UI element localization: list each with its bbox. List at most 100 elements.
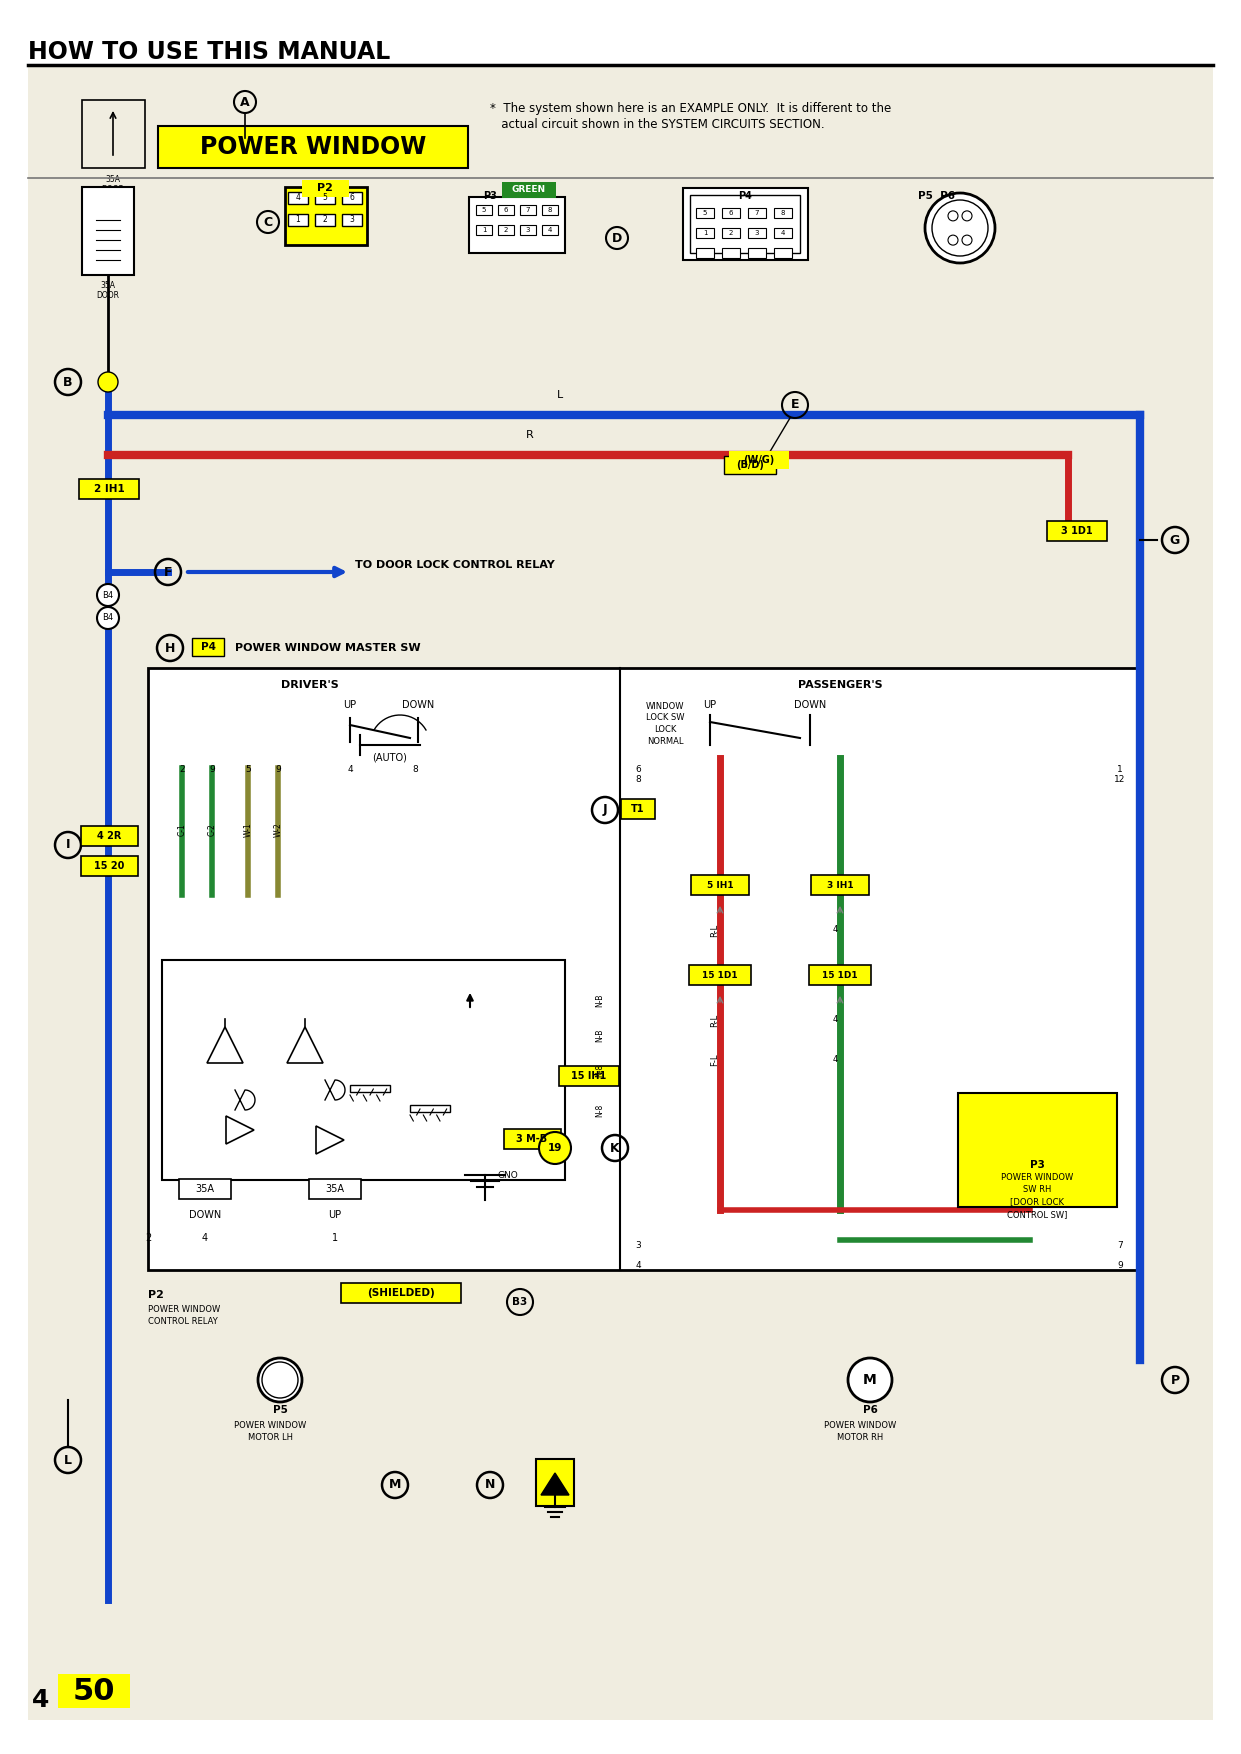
Text: 1: 1	[295, 216, 300, 225]
Text: 19: 19	[547, 1144, 562, 1152]
Circle shape	[962, 235, 972, 246]
Text: 2 IH1: 2 IH1	[93, 484, 124, 495]
Text: W: W	[272, 1373, 288, 1387]
Text: 15 20: 15 20	[94, 861, 124, 872]
Text: 35A: 35A	[196, 1184, 215, 1194]
Text: (AUTO): (AUTO)	[372, 752, 407, 763]
Text: I: I	[66, 838, 71, 851]
Bar	[469, 196, 565, 253]
Text: L: L	[65, 1454, 72, 1466]
Text: 6: 6	[504, 207, 509, 212]
Bar	[82, 188, 134, 275]
Bar	[696, 209, 714, 217]
Text: 9: 9	[276, 765, 280, 775]
Bar	[542, 225, 558, 235]
Bar	[722, 247, 740, 258]
Text: D: D	[612, 232, 622, 244]
Text: M: M	[388, 1479, 401, 1491]
Text: WINDOW
LOCK SW: WINDOW LOCK SW	[645, 702, 684, 723]
FancyBboxPatch shape	[503, 182, 556, 198]
Bar	[82, 100, 145, 168]
Bar	[477, 225, 491, 235]
Text: 7: 7	[526, 207, 530, 212]
Text: UP: UP	[329, 1210, 341, 1221]
FancyBboxPatch shape	[691, 875, 750, 895]
Circle shape	[97, 584, 119, 605]
Bar	[774, 209, 792, 217]
Text: N-8: N-8	[596, 1063, 604, 1077]
Text: P4: P4	[738, 191, 752, 202]
Bar	[696, 247, 714, 258]
Text: K: K	[611, 1142, 619, 1154]
FancyBboxPatch shape	[192, 638, 223, 656]
Text: 2: 2	[504, 226, 508, 233]
Text: DOOR: DOOR	[97, 291, 119, 300]
Text: 6: 6	[728, 210, 733, 216]
Text: PASSENGER'S: PASSENGER'S	[798, 681, 882, 689]
Text: 8: 8	[635, 775, 640, 784]
Text: 4: 4	[833, 926, 838, 935]
Text: (B/D): (B/D)	[736, 460, 764, 470]
Text: 35A
DOOR: 35A DOOR	[102, 175, 124, 195]
Circle shape	[98, 372, 118, 391]
Text: 35A: 35A	[101, 281, 115, 289]
Text: E: E	[791, 398, 799, 412]
Bar	[748, 228, 766, 239]
Text: MOTOR LH: MOTOR LH	[247, 1433, 293, 1442]
Text: P6: P6	[862, 1405, 877, 1415]
Text: P4: P4	[201, 642, 216, 652]
Text: 6: 6	[635, 765, 640, 775]
Circle shape	[258, 1358, 302, 1401]
Text: 9: 9	[210, 765, 215, 775]
Circle shape	[948, 235, 958, 246]
Bar	[748, 247, 766, 258]
Text: 15 1D1: 15 1D1	[702, 970, 738, 979]
Text: P5  P6: P5 P6	[918, 191, 956, 202]
Text: 5: 5	[246, 765, 251, 775]
Text: 4: 4	[833, 1016, 838, 1024]
Text: 1: 1	[702, 230, 707, 237]
Text: 8: 8	[412, 765, 418, 775]
Text: C-2: C-2	[207, 824, 216, 837]
FancyBboxPatch shape	[1047, 521, 1107, 540]
Bar	[288, 191, 308, 203]
Text: 5: 5	[323, 193, 328, 202]
Text: GREEN: GREEN	[513, 186, 546, 195]
Text: H: H	[165, 642, 175, 654]
Text: GNO: GNO	[496, 1170, 517, 1179]
Circle shape	[848, 1358, 892, 1401]
Text: CONTROL RELAY: CONTROL RELAY	[148, 1317, 217, 1326]
Text: 6: 6	[350, 193, 355, 202]
FancyBboxPatch shape	[812, 875, 869, 895]
Text: 7: 7	[755, 210, 759, 216]
Bar	[542, 205, 558, 216]
Text: P2: P2	[148, 1289, 164, 1300]
Text: R-L: R-L	[711, 1014, 720, 1026]
Bar	[163, 959, 565, 1180]
Text: DOWN: DOWN	[402, 700, 434, 710]
Text: B4: B4	[103, 591, 114, 600]
Text: 50: 50	[73, 1677, 115, 1705]
Text: 3 IH1: 3 IH1	[827, 881, 854, 889]
FancyBboxPatch shape	[809, 965, 871, 986]
Text: POWER WINDOW: POWER WINDOW	[148, 1305, 220, 1314]
Text: P3: P3	[483, 191, 496, 202]
Bar	[148, 668, 1138, 1270]
Text: P5: P5	[273, 1405, 288, 1415]
Text: 4: 4	[635, 1261, 640, 1270]
Text: 4: 4	[833, 1056, 838, 1065]
Polygon shape	[541, 1473, 570, 1494]
Text: P: P	[1170, 1373, 1179, 1386]
Text: 3: 3	[350, 216, 355, 225]
Text: J: J	[603, 803, 607, 817]
Text: 4: 4	[32, 1687, 50, 1712]
Text: R-L: R-L	[711, 923, 720, 937]
Text: 4: 4	[781, 230, 786, 237]
FancyBboxPatch shape	[79, 479, 139, 498]
Text: 3: 3	[755, 230, 759, 237]
FancyBboxPatch shape	[724, 456, 776, 474]
Text: L: L	[557, 389, 563, 400]
FancyBboxPatch shape	[302, 181, 349, 196]
Text: 2: 2	[728, 230, 733, 237]
Text: 5: 5	[482, 207, 486, 212]
